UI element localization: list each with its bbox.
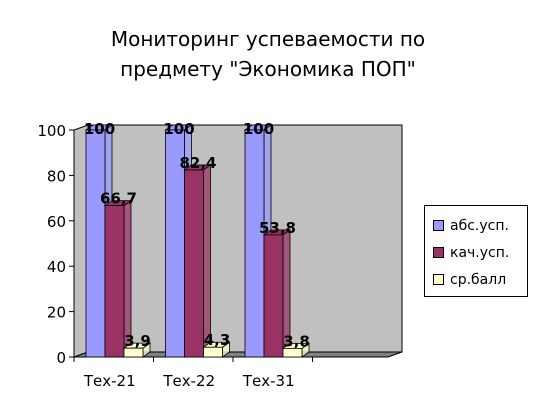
- bar: [244, 129, 265, 358]
- chart-title: Мониторинг успеваемости по предмету "Эко…: [0, 24, 536, 84]
- legend: абс.усп. кач.усп. ср.балл: [424, 205, 528, 297]
- chart-title-line-1: Мониторинг успеваемости по: [110, 27, 426, 51]
- legend-item-abs: абс.усп.: [433, 212, 527, 239]
- bar-value-label: 100: [243, 120, 274, 138]
- bar-value-label: 100: [84, 120, 115, 138]
- y-tick-label: 60: [47, 213, 66, 231]
- bar: [104, 205, 125, 358]
- bar-value-label: 100: [163, 120, 194, 138]
- bar: [184, 169, 204, 358]
- bar-value-label: 3,8: [283, 332, 310, 350]
- chart-title-line-2: предмету "Экономика ПОП": [120, 57, 416, 81]
- legend-item-kach: кач.усп.: [433, 239, 527, 266]
- bar: [203, 346, 223, 358]
- bar: [282, 347, 303, 358]
- legend-swatch-kach: [433, 247, 444, 258]
- y-tick-label: 20: [47, 304, 66, 322]
- bar-value-label: 82,4: [179, 154, 216, 172]
- bar: [85, 129, 106, 358]
- y-tick-label: 100: [37, 122, 66, 140]
- legend-label-abs: абс.усп.: [450, 217, 509, 234]
- bar-value-label: 4,3: [204, 331, 231, 349]
- x-tick-label: Тех-21: [83, 372, 136, 390]
- legend-label-avg: ср.балл: [450, 271, 507, 288]
- y-tick-label: 80: [47, 167, 66, 185]
- bar-value-label: 66,7: [100, 190, 137, 208]
- legend-label-kach: кач.усп.: [450, 244, 510, 261]
- bar: [123, 347, 144, 358]
- bar-side: [203, 164, 211, 358]
- bar-value-label: 3,9: [124, 332, 151, 350]
- legend-swatch-avg: [433, 274, 444, 285]
- legend-swatch-abs: [433, 220, 444, 231]
- x-tick-label: Тех-31: [242, 372, 295, 390]
- x-tick-label: Тех-22: [162, 372, 215, 390]
- bar-value-label: 53,8: [259, 219, 296, 237]
- legend-item-avg: ср.балл: [433, 266, 527, 293]
- y-tick-label: 0: [56, 349, 66, 367]
- bar: [263, 234, 284, 358]
- y-tick-label: 40: [47, 258, 66, 276]
